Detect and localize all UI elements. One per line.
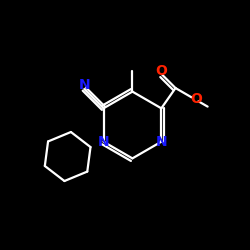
Text: N: N bbox=[98, 135, 109, 149]
Text: N: N bbox=[156, 135, 167, 149]
Text: O: O bbox=[190, 92, 202, 106]
Text: O: O bbox=[155, 64, 167, 78]
Text: N: N bbox=[78, 78, 90, 92]
